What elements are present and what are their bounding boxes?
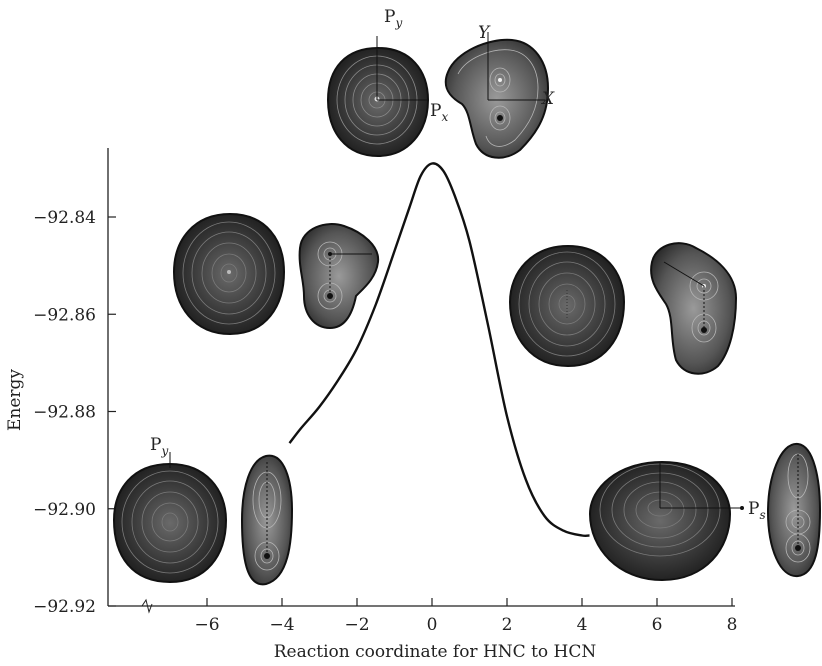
bond-diag	[663, 261, 705, 287]
y-axis-title: Energy	[5, 369, 25, 431]
inset-right-sphere	[508, 244, 626, 368]
x-tick-label: 0	[427, 615, 438, 635]
inset-top-molecule: Y X	[444, 23, 555, 159]
x-tick-label: 6	[652, 615, 663, 635]
energy-curve-group	[288, 162, 590, 538]
y-tick-label: −92.84	[33, 208, 96, 228]
inset-top-sphere: Py Px	[326, 7, 448, 158]
inset-bottom-left-molecule	[240, 454, 294, 586]
contour-molecule	[444, 38, 550, 159]
inset-upper-left-sphere	[172, 212, 286, 336]
ps-label: Ps	[748, 499, 766, 522]
x-tick-label: −4	[269, 615, 294, 635]
y-tick-label: −92.92	[33, 597, 96, 617]
contour-molecule	[298, 223, 380, 330]
x-tick-label: −6	[194, 615, 219, 635]
axes: −92.92 −92.90 −92.88 −92.86 −92.84 −6 −4 −2 0 2 4…	[33, 148, 737, 635]
contour-blob	[112, 462, 228, 584]
inset-right-molecule	[650, 242, 738, 375]
x-tick-label: −2	[344, 615, 369, 635]
x-tick-label: 2	[502, 615, 513, 635]
inset-upper-left-molecule	[298, 223, 380, 330]
y-tick-label: −92.88	[33, 403, 96, 423]
inset-bottom-right-molecule	[766, 442, 822, 578]
py-label-bottom-left: Py	[150, 435, 168, 458]
contour-molecule	[650, 242, 738, 375]
py-label-top: Py	[384, 7, 402, 30]
x-ticks: −6 −4 −2 0 2 4 6 8	[194, 598, 737, 635]
inset-bottom-right-sphere: Ps	[588, 460, 766, 582]
y-axis-label-inset: Y	[478, 23, 491, 43]
y-tick-label: −92.90	[33, 500, 96, 520]
px-label-top: Px	[430, 101, 448, 124]
x-axis-label-inset: X	[540, 89, 555, 109]
y-tick-label: −92.86	[33, 305, 96, 325]
x-tick-label: 4	[577, 615, 588, 635]
inset-bottom-left-sphere: Py	[112, 435, 228, 584]
energy-curve-line	[288, 162, 590, 538]
x-axis-title: Reaction coordinate for HNC to HCN	[274, 642, 597, 662]
contour-blob	[588, 460, 732, 582]
y-ticks: −92.92 −92.90 −92.88 −92.86 −92.84	[33, 208, 116, 617]
axis-origin-mark	[141, 598, 153, 614]
contour-blob	[326, 46, 430, 158]
contour-molecule	[766, 442, 822, 578]
x-tick-label: 8	[727, 615, 738, 635]
